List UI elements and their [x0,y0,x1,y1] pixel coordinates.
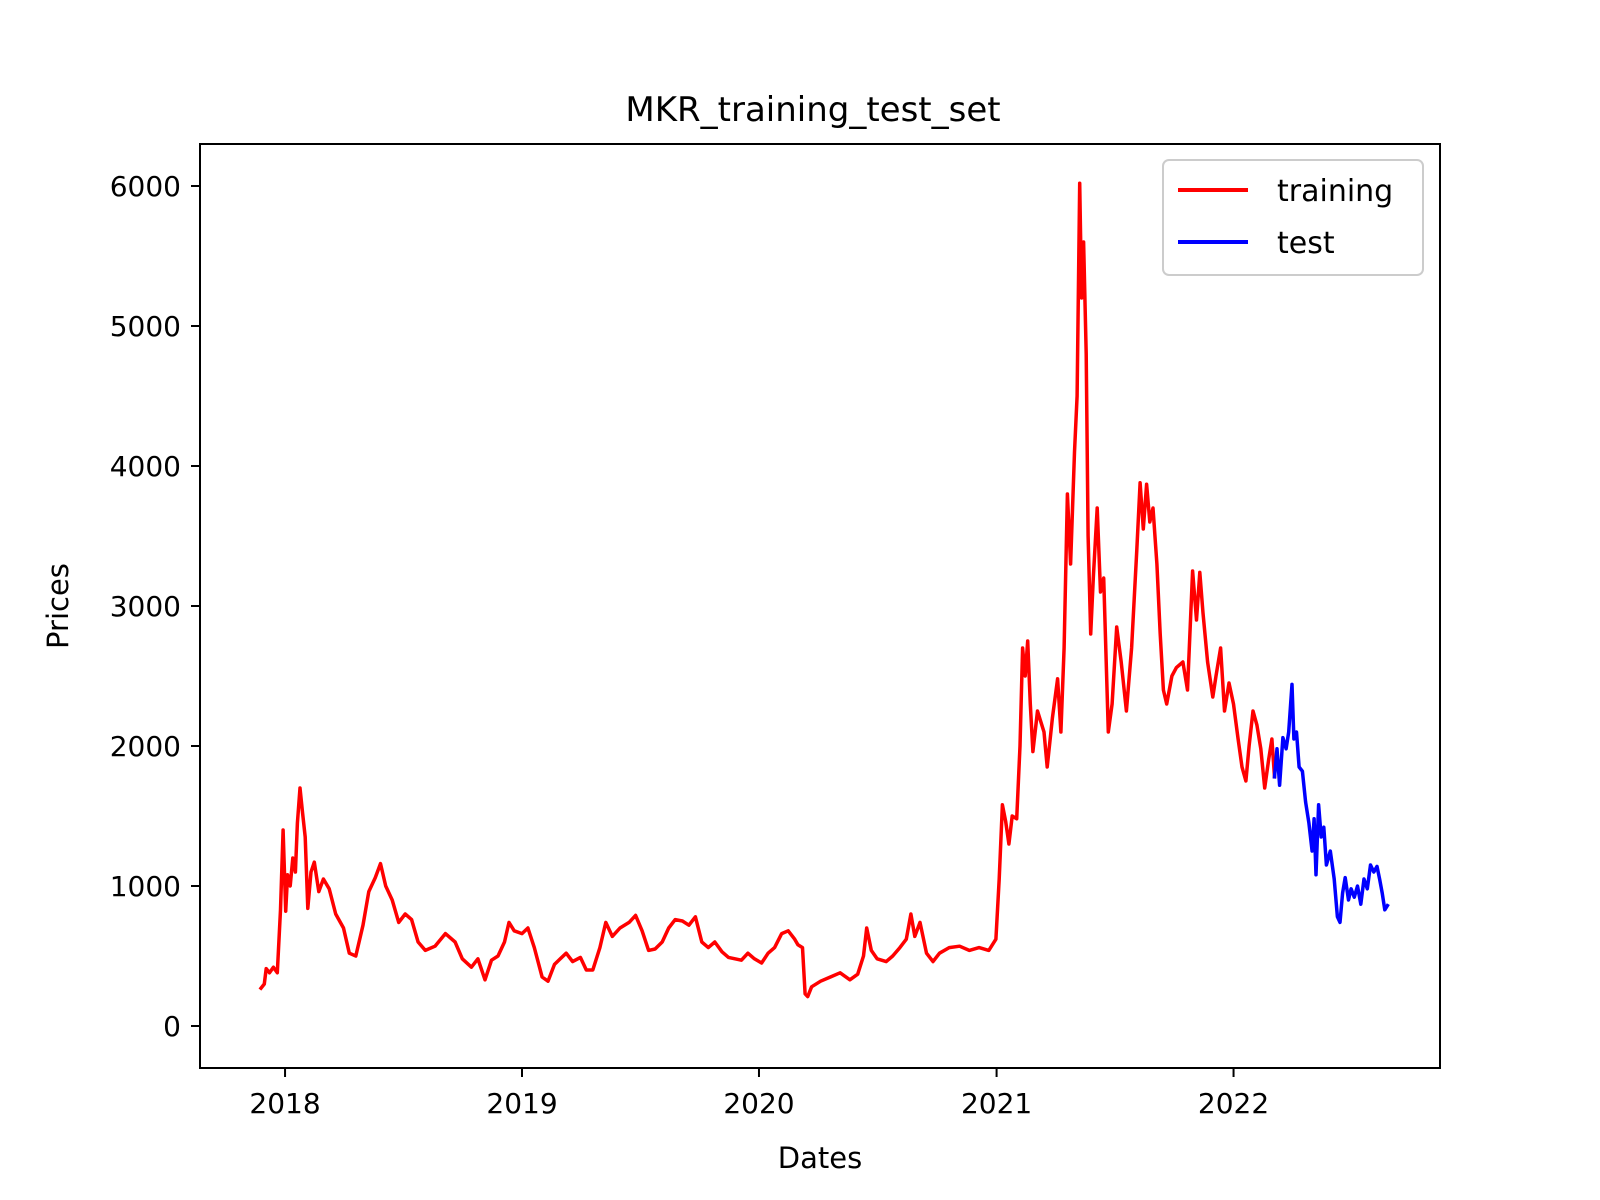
y-tick-label-3: 3000 [110,590,181,623]
x-tick-label-3: 2021 [961,1087,1032,1120]
chart-title: MKR_training_test_set [625,90,1000,130]
y-axis-label: Prices [41,563,75,649]
y-tick-label-0: 0 [163,1010,181,1043]
legend: training test [1162,159,1424,276]
x-tick-label-0: 2018 [249,1087,320,1120]
x-axis-label: Dates [778,1141,862,1175]
x-tick-label-2: 2020 [723,1087,794,1120]
y-tick-label-1: 1000 [110,870,181,903]
test-series-line [1272,682,1390,925]
y-tick-label-6: 6000 [110,170,181,203]
plot-frame [199,143,1441,1069]
y-tick-label-4: 4000 [110,450,181,483]
series-layer [258,181,1390,999]
legend-training-label: training [1277,174,1393,209]
y-axis: 0 1000 2000 3000 4000 5000 6000 [110,170,200,1043]
y-tick-label-2: 2000 [110,730,181,763]
x-axis: 2018 2019 2020 2021 2022 [249,1068,1269,1120]
legend-test-label: test [1277,226,1335,261]
training-series-line [258,181,1277,999]
x-tick-label-4: 2022 [1198,1087,1269,1120]
x-tick-label-1: 2019 [486,1087,557,1120]
y-tick-label-5: 5000 [110,310,181,343]
